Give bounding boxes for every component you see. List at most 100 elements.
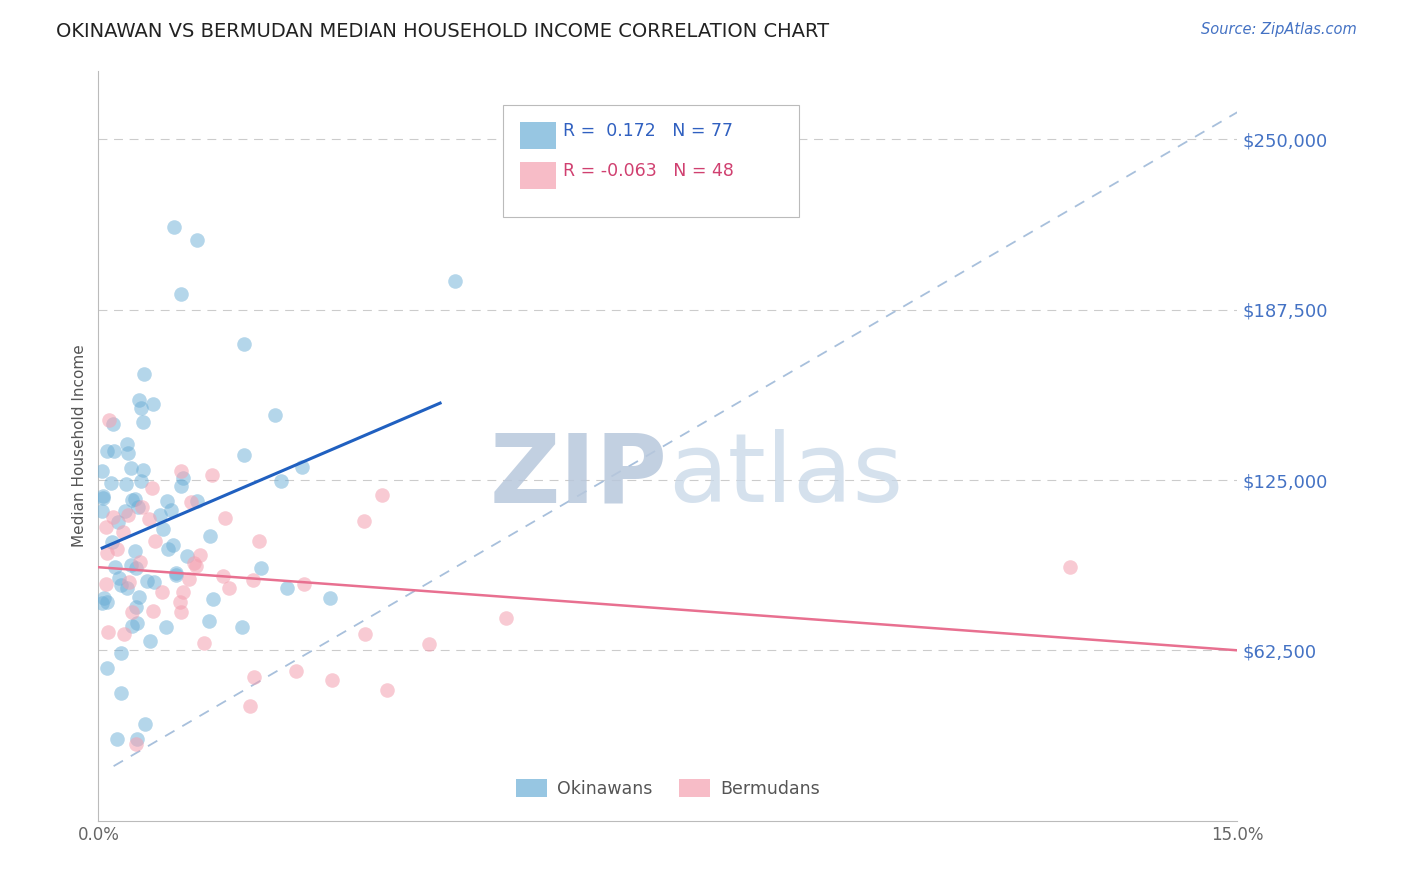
Point	[319, 591, 342, 605]
Point	[169, 479, 191, 493]
Point	[104, 559, 127, 574]
Point	[94, 520, 117, 534]
Point	[96, 546, 118, 560]
Point	[101, 535, 124, 549]
Point	[91, 504, 114, 518]
Point	[138, 512, 160, 526]
Text: ZIP: ZIP	[489, 429, 668, 523]
Point	[239, 699, 262, 714]
Point	[125, 600, 148, 615]
Point	[371, 488, 394, 502]
Point	[107, 731, 129, 746]
Point	[180, 495, 202, 509]
Point	[96, 661, 118, 675]
Point	[214, 510, 236, 524]
Point	[129, 474, 152, 488]
Point	[292, 576, 315, 591]
Point	[96, 444, 118, 458]
Point	[120, 558, 142, 572]
Point	[124, 544, 146, 558]
Point	[172, 585, 194, 599]
Point	[172, 471, 194, 485]
Point	[247, 533, 270, 548]
Point	[193, 635, 215, 649]
Point	[353, 514, 375, 528]
Text: Source: ZipAtlas.com: Source: ZipAtlas.com	[1201, 22, 1357, 37]
FancyBboxPatch shape	[503, 105, 799, 218]
Point	[321, 673, 343, 687]
Point	[101, 417, 124, 431]
Point	[163, 219, 186, 234]
Point	[114, 504, 136, 518]
Point	[125, 731, 148, 746]
Point	[115, 437, 138, 451]
Point	[233, 448, 256, 462]
Point	[115, 476, 138, 491]
Point	[166, 566, 188, 580]
Point	[170, 605, 193, 619]
Point	[250, 560, 273, 574]
Point	[142, 397, 165, 411]
FancyBboxPatch shape	[520, 162, 557, 189]
Point	[101, 509, 124, 524]
Point	[129, 555, 152, 569]
Point	[353, 627, 375, 641]
Point	[97, 412, 120, 426]
Point	[188, 548, 211, 562]
Point	[131, 500, 153, 515]
Point	[170, 464, 193, 478]
Y-axis label: Median Household Income: Median Household Income	[72, 344, 87, 548]
Point	[276, 581, 298, 595]
Point	[242, 573, 264, 587]
Point	[120, 460, 142, 475]
Point	[152, 522, 174, 536]
Point	[148, 508, 170, 522]
FancyBboxPatch shape	[520, 122, 557, 149]
Point	[108, 571, 131, 585]
Point	[110, 686, 132, 700]
Point	[218, 582, 240, 596]
Point	[110, 577, 132, 591]
Point	[132, 415, 155, 429]
Point	[143, 575, 166, 590]
Point	[150, 585, 173, 599]
Point	[233, 337, 256, 351]
Point	[127, 615, 149, 630]
Point	[201, 591, 224, 606]
Point	[183, 556, 205, 570]
Point	[155, 620, 177, 634]
Point	[97, 625, 120, 640]
Point	[117, 446, 139, 460]
Point	[495, 611, 517, 625]
Point	[125, 737, 148, 751]
Point	[170, 287, 193, 301]
Point	[142, 604, 165, 618]
Point	[115, 581, 138, 595]
Text: R =  0.172   N = 77: R = 0.172 N = 77	[562, 122, 733, 140]
Point	[121, 492, 143, 507]
Point	[124, 492, 146, 507]
Point	[162, 538, 184, 552]
Point	[121, 605, 143, 619]
Legend: Okinawans, Bermudans: Okinawans, Bermudans	[509, 772, 827, 805]
Point	[176, 549, 198, 563]
Text: atlas: atlas	[668, 429, 903, 523]
Point	[198, 614, 221, 628]
Point	[201, 468, 224, 483]
Point	[263, 408, 285, 422]
Point	[186, 493, 208, 508]
Point	[418, 638, 440, 652]
Point	[91, 596, 114, 610]
Point	[127, 500, 149, 515]
Point	[135, 574, 157, 588]
Point	[157, 542, 180, 557]
Point	[243, 670, 266, 684]
Point	[143, 534, 166, 549]
Point	[112, 627, 135, 641]
Point	[105, 541, 128, 556]
Point	[129, 401, 152, 415]
Point	[128, 392, 150, 407]
Text: R = -0.063   N = 48: R = -0.063 N = 48	[562, 162, 734, 180]
Point	[169, 595, 191, 609]
Point	[186, 233, 208, 247]
